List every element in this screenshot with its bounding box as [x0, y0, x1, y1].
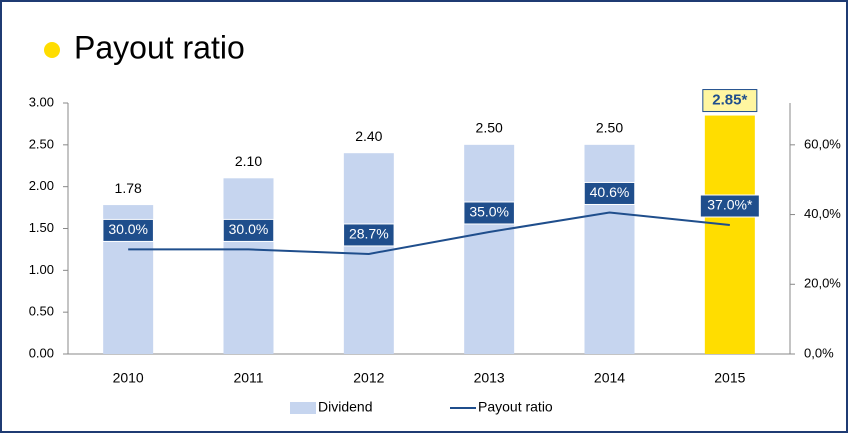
x-tick-label: 2015 — [714, 370, 745, 386]
chart-title: Payout ratio — [74, 29, 245, 65]
legend-label: Dividend — [318, 399, 372, 415]
value-label-box — [102, 218, 154, 242]
value-label-box — [463, 201, 515, 225]
y-tick-label: 0.00 — [29, 345, 54, 360]
bar — [584, 144, 635, 354]
y-tick-label: 3.00 — [29, 94, 54, 109]
y2-tick-label: 20,0% — [804, 276, 841, 291]
bar — [704, 115, 755, 354]
value-label-box — [583, 181, 636, 205]
value-label: 30.0% — [108, 221, 148, 237]
y2-tick-label: 60,0% — [804, 136, 841, 151]
value-label: 2.10 — [235, 153, 262, 169]
value-label: 37.0%* — [707, 197, 753, 213]
x-tick-label: 2014 — [594, 370, 625, 386]
value-label-box — [699, 194, 760, 218]
value-label: 30.0% — [229, 221, 269, 237]
y2-tick-label: 0,0% — [804, 345, 834, 360]
value-label: 2.85* — [712, 92, 747, 109]
value-label: 1.78 — [115, 180, 142, 196]
title-bullet — [44, 42, 60, 58]
line — [128, 211, 730, 255]
y-tick-label: 1.50 — [29, 220, 54, 235]
value-label-box — [343, 223, 395, 247]
value-label: 2.40 — [355, 128, 382, 144]
value-label-box — [702, 89, 758, 113]
x-tick-label: 2013 — [474, 370, 505, 386]
x-tick-label: 2011 — [233, 370, 263, 386]
y-tick-label: 1.00 — [29, 262, 54, 277]
y-tick-label: 0.50 — [29, 304, 54, 319]
legend-swatch — [290, 402, 316, 414]
x-tick-label: 2010 — [113, 370, 144, 386]
value-label: 28.7% — [349, 226, 389, 242]
legend-label: Payout ratio — [478, 399, 553, 415]
value-label-box — [222, 218, 275, 242]
y2-tick-label: 40,0% — [804, 206, 841, 221]
value-label: 40.6% — [590, 184, 630, 200]
y-tick-label: 2.50 — [29, 136, 54, 151]
x-tick-label: 2012 — [353, 370, 384, 386]
value-label: 2.50 — [476, 120, 503, 136]
y-tick-label: 2.00 — [29, 178, 54, 193]
bar — [464, 144, 515, 354]
value-label: 35.0% — [469, 204, 509, 220]
value-label: 2.50 — [596, 120, 623, 136]
bar — [223, 178, 274, 354]
